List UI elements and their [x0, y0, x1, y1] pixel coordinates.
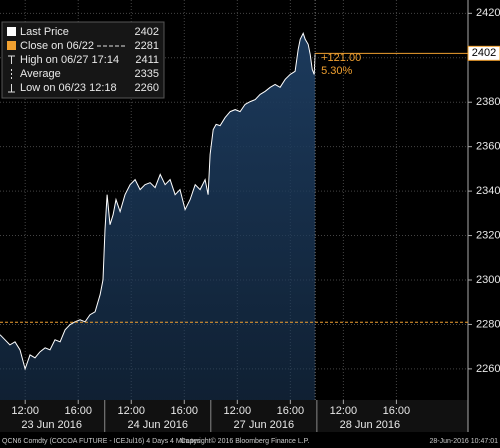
footer-text: 28-Jun-2016 10:47:01	[430, 438, 499, 445]
x-tick-label: 12:00	[117, 405, 145, 417]
y-tick-label: 2420	[476, 7, 500, 19]
day-label: 23 Jun 2016	[21, 419, 82, 431]
x-tick-label: 16:00	[383, 405, 411, 417]
legend-label: Last Price	[20, 26, 69, 38]
y-tick-label: 2320	[476, 229, 500, 241]
x-tick-label: 12:00	[330, 405, 358, 417]
change-label: +121.00	[321, 52, 361, 64]
legend-value: 2402	[135, 26, 159, 38]
legend-label: High on 06/27 17:14	[20, 54, 119, 66]
last-price-label: 2402	[472, 47, 496, 59]
x-tick-label: 12:00	[224, 405, 252, 417]
y-tick-label: 2340	[476, 185, 500, 197]
legend-label: Low on 06/23 12:18	[20, 82, 117, 94]
legend-label: Close on 06/22	[20, 40, 94, 52]
legend-marker	[7, 41, 16, 50]
y-tick-label: 2280	[476, 318, 500, 330]
day-label: 27 Jun 2016	[234, 419, 295, 431]
y-tick-label: 2260	[476, 363, 500, 375]
change-label: 5.30%	[321, 65, 352, 77]
legend-box	[1, 21, 165, 99]
day-label: 28 Jun 2016	[340, 419, 401, 431]
x-tick-label: 16:00	[277, 405, 305, 417]
area	[0, 33, 316, 401]
y-tick-label: 2380	[476, 96, 500, 108]
legend-value: 2260	[135, 82, 159, 94]
last-price-box	[467, 45, 500, 61]
legend-marker	[7, 27, 16, 36]
legend-label: Average	[20, 68, 61, 80]
legend-value: 2281	[135, 40, 159, 52]
legend-value: 2335	[135, 68, 159, 80]
x-tick-label: 16:00	[171, 405, 199, 417]
y-tick-label: 2300	[476, 274, 500, 286]
day-label: 24 Jun 2016	[127, 419, 188, 431]
x-tick-label: 16:00	[64, 405, 92, 417]
price-line	[0, 31, 316, 371]
x-tick-label: 12:00	[11, 405, 39, 417]
footer-text: QCN6 Comdty (COCOA FUTURE - ICEJul16) 4 …	[2, 438, 201, 445]
footer-text: Copyright© 2016 Bloomberg Finance L.P.	[181, 437, 310, 445]
legend-value: 2411	[135, 54, 159, 66]
x-axis-band	[0, 400, 468, 432]
y-tick-label: 2360	[476, 141, 500, 153]
